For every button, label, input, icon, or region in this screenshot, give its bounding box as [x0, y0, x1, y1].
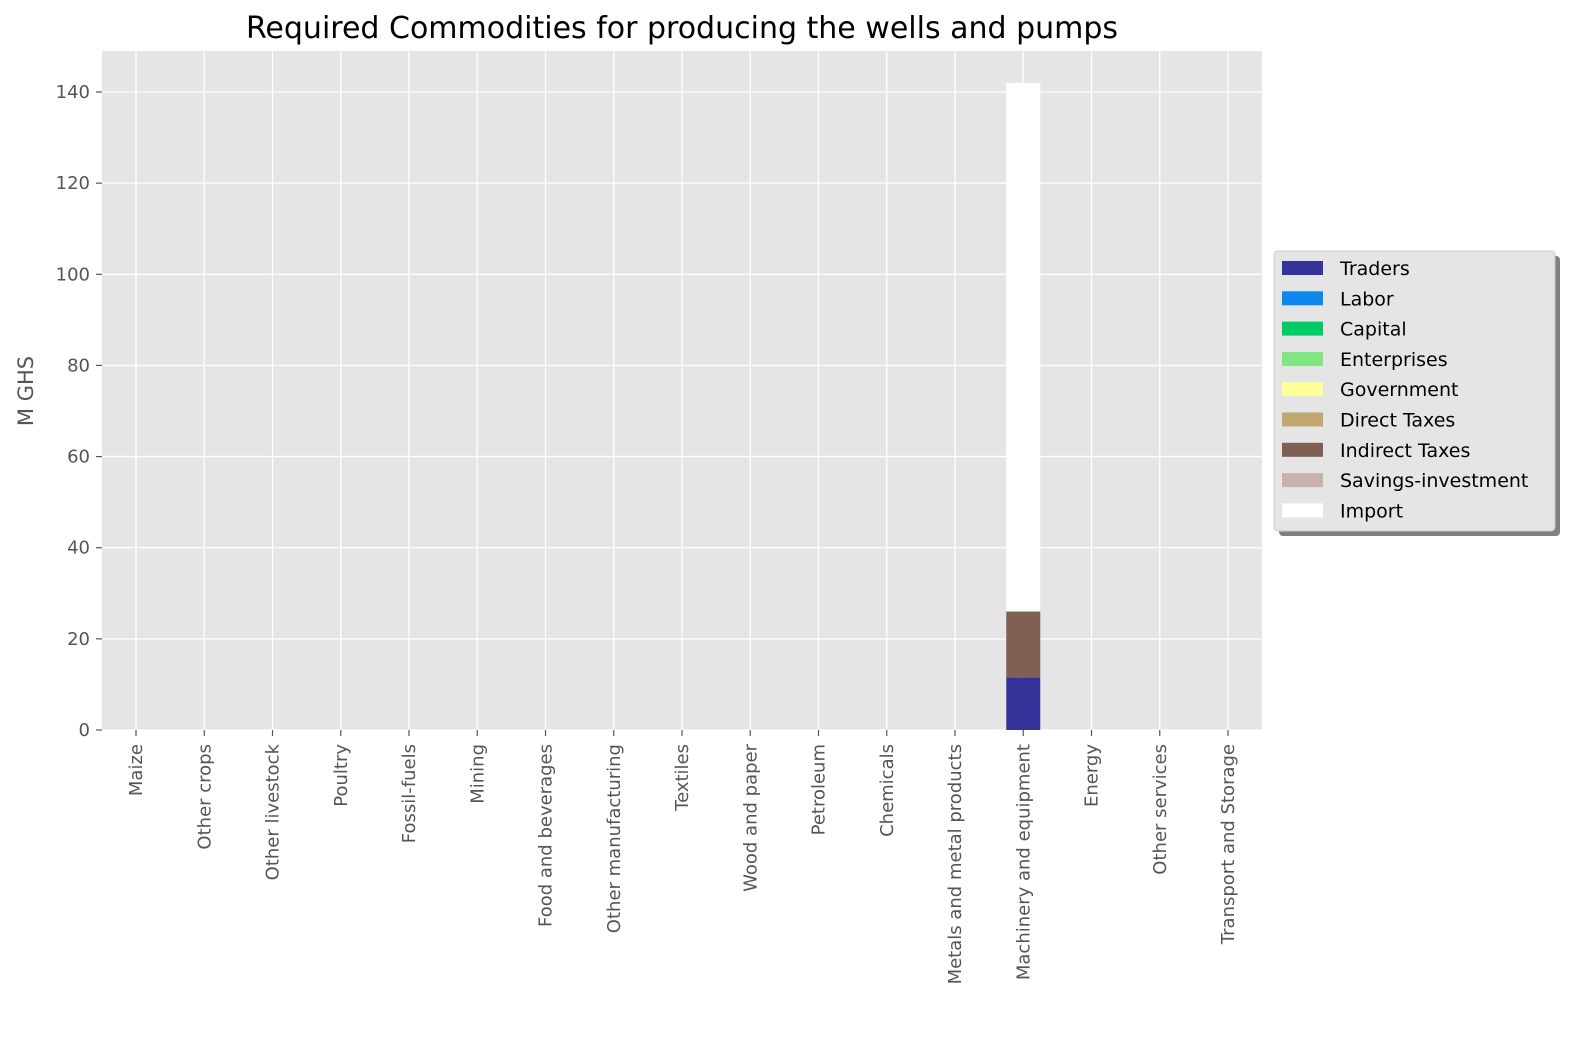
legend-swatch — [1282, 473, 1323, 488]
y-tick-label: 40 — [67, 538, 90, 559]
x-tick-label: Other services — [1150, 744, 1171, 875]
x-tick-label: Metals and metal products — [945, 744, 966, 984]
legend-swatch — [1282, 261, 1323, 275]
y-tick-label: 140 — [56, 82, 90, 103]
y-axis-label: M GHS — [14, 356, 38, 426]
x-tick-label: Poultry — [331, 744, 352, 807]
legend-label: Government — [1340, 379, 1459, 401]
x-tick-label: Machinery and equipment — [1013, 744, 1034, 980]
legend-swatch — [1282, 351, 1323, 366]
x-tick-label: Mining — [467, 744, 488, 804]
x-tick-label: Other crops — [194, 744, 215, 850]
legend-swatch — [1282, 412, 1323, 427]
chart-title: Required Commodities for producing the w… — [246, 11, 1118, 46]
x-tick-label: Other livestock — [263, 743, 284, 880]
x-tick-label: Textiles — [672, 744, 693, 812]
y-tick-label: 20 — [67, 629, 90, 650]
x-tick-label: Other manufacturing — [604, 744, 625, 933]
y-tick-label: 60 — [67, 447, 90, 468]
bar-segment — [1006, 82, 1041, 612]
bars — [1006, 82, 1041, 730]
legend-label: Savings-investment — [1340, 470, 1528, 492]
legend-label: Labor — [1340, 288, 1394, 310]
legend-label: Import — [1340, 500, 1403, 522]
x-tick-label: Fossil-fuels — [399, 744, 420, 843]
legend-swatch — [1282, 503, 1323, 518]
y-tick-label: 80 — [67, 355, 90, 376]
legend-label: Indirect Taxes — [1340, 440, 1470, 462]
legend-label: Enterprises — [1340, 349, 1448, 371]
legend-label: Direct Taxes — [1340, 410, 1455, 432]
y-tick-label: 120 — [56, 173, 90, 194]
legend-swatch — [1282, 442, 1323, 457]
x-tick-label: Transport and Storage — [1218, 744, 1239, 945]
axis-ticks: 0 20 40 60 80 100 120 140 Maize Other crops Other … — [56, 82, 1239, 984]
bar-segment — [1006, 677, 1041, 730]
x-tick-label: Petroleum — [809, 744, 830, 835]
x-tick-label: Wood and paper — [740, 743, 761, 891]
y-tick-label: 0 — [79, 720, 90, 741]
legend-box — [1273, 250, 1556, 532]
legend-label: Capital — [1340, 319, 1407, 341]
y-tick-label: 100 — [56, 264, 90, 285]
x-tick-label: Maize — [126, 744, 147, 796]
legend: Traders Labor Capital Enterprises Government… — [1273, 250, 1560, 536]
bar-segment — [1006, 611, 1041, 678]
x-tick-label: Food and beverages — [536, 744, 557, 927]
x-tick-label: Chemicals — [877, 744, 898, 837]
legend-swatch — [1282, 321, 1323, 336]
legend-swatch — [1282, 291, 1323, 306]
legend-label: Traders — [1339, 258, 1410, 280]
x-tick-label: Energy — [1082, 744, 1103, 807]
legend-swatch — [1282, 382, 1323, 397]
